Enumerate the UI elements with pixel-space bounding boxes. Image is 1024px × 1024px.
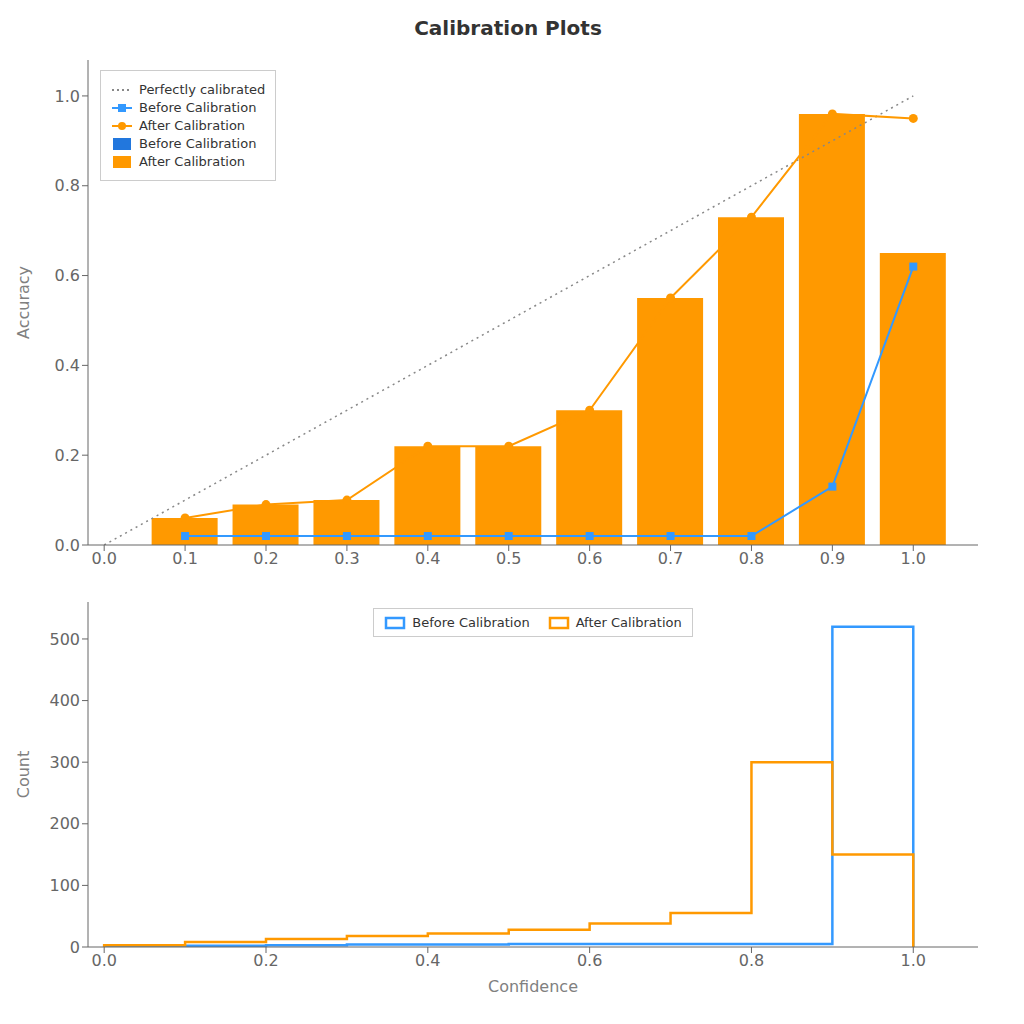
svg-text:500: 500 bbox=[49, 630, 80, 649]
svg-text:0.0: 0.0 bbox=[55, 536, 80, 555]
html-text:Calibration Plots: Calibration Plots bbox=[414, 16, 602, 40]
svg-text:Count: Count bbox=[14, 751, 33, 799]
html-text:After Calibration: After Calibration bbox=[139, 118, 246, 133]
svg-text:0.8: 0.8 bbox=[739, 549, 764, 568]
svg-text:Confidence: Confidence bbox=[488, 977, 578, 996]
html-text:After Calibration: After Calibration bbox=[139, 154, 246, 169]
svg-text:300: 300 bbox=[49, 753, 80, 772]
svg-text:0.2: 0.2 bbox=[253, 549, 278, 568]
svg-text:1.0: 1.0 bbox=[901, 951, 926, 970]
svg-text:0.0: 0.0 bbox=[91, 549, 116, 568]
svg-text:0.8: 0.8 bbox=[55, 176, 80, 195]
svg-text:0.3: 0.3 bbox=[334, 549, 359, 568]
svg-text:0.2: 0.2 bbox=[55, 446, 80, 465]
html-text:After Calibration: After Calibration bbox=[575, 615, 682, 630]
svg-text:400: 400 bbox=[49, 691, 80, 710]
svg-text:0.9: 0.9 bbox=[820, 549, 845, 568]
html-text:Before Calibration: Before Calibration bbox=[139, 136, 257, 151]
svg-text:200: 200 bbox=[49, 814, 80, 833]
svg-text:1.0: 1.0 bbox=[55, 87, 80, 106]
svg-text:0.2: 0.2 bbox=[253, 951, 278, 970]
svg-text:0.8: 0.8 bbox=[739, 951, 764, 970]
svg-text:0.0: 0.0 bbox=[91, 951, 116, 970]
svg-text:0.6: 0.6 bbox=[55, 266, 80, 285]
svg-text:1.0: 1.0 bbox=[901, 549, 926, 568]
svg-text:0: 0 bbox=[70, 938, 80, 957]
svg-text:0.6: 0.6 bbox=[577, 951, 602, 970]
svg-text:0.4: 0.4 bbox=[55, 356, 80, 375]
svg-text:0.4: 0.4 bbox=[415, 549, 440, 568]
svg-text:0.6: 0.6 bbox=[577, 549, 602, 568]
svg-text:0.4: 0.4 bbox=[415, 951, 440, 970]
html-text:Before Calibration: Before Calibration bbox=[412, 615, 530, 630]
svg-text:100: 100 bbox=[49, 876, 80, 895]
html-text:Before Calibration: Before Calibration bbox=[139, 100, 257, 115]
svg-text:Accuracy: Accuracy bbox=[14, 266, 33, 339]
html-text:Perfectly calibrated: Perfectly calibrated bbox=[139, 82, 266, 97]
svg-text:0.5: 0.5 bbox=[496, 549, 521, 568]
svg-text:0.1: 0.1 bbox=[172, 549, 197, 568]
svg-text:0.7: 0.7 bbox=[658, 549, 683, 568]
